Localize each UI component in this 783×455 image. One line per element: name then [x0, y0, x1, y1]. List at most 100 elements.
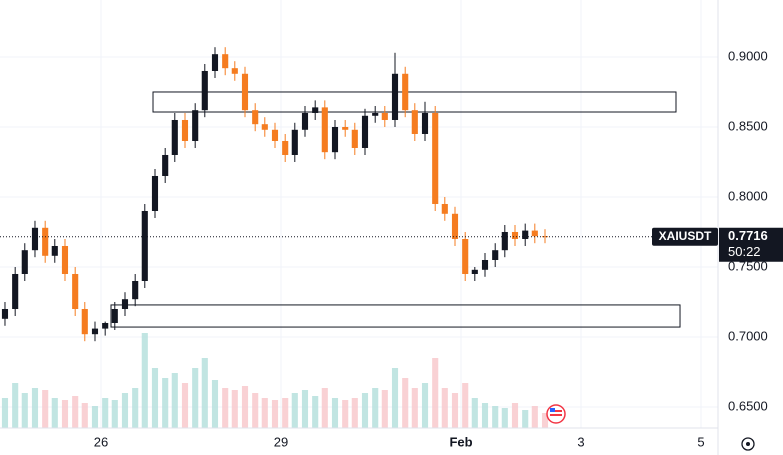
y-tick-label: 0.9000: [728, 48, 768, 63]
candle-body: [91, 328, 99, 335]
volume-bar: [271, 400, 279, 428]
flag-icon: [546, 404, 566, 424]
volume-bar: [321, 388, 328, 428]
volume-bar: [391, 368, 399, 428]
volume-bar: [342, 400, 349, 428]
candle-body: [441, 203, 448, 214]
volume-bar: [42, 390, 49, 428]
volume-bar: [372, 388, 379, 428]
candle-body: [162, 154, 169, 176]
x-tick-label: 3: [577, 434, 584, 449]
candle-body: [151, 175, 159, 211]
volume-bar: [282, 398, 289, 428]
candle-body: [402, 73, 409, 111]
candle-body: [192, 110, 199, 141]
countdown-label: 50:22: [728, 244, 761, 259]
candles: [1, 47, 549, 342]
candle-body: [61, 245, 69, 274]
volume-bar: [111, 400, 118, 428]
volume-bar: [381, 390, 388, 428]
candle-body: [201, 70, 208, 111]
volume-bar: [492, 406, 499, 428]
volume-bar: [51, 398, 58, 428]
candle-body: [211, 54, 219, 71]
volume-bar: [12, 383, 19, 428]
candle-body: [361, 115, 369, 148]
candle-body: [81, 308, 88, 335]
volume-bar: [471, 398, 478, 428]
volume-bar: [301, 390, 309, 428]
volume-bar: [361, 393, 369, 428]
candle-body: [301, 112, 309, 130]
candle-body: [132, 280, 139, 300]
volume-bar: [192, 368, 199, 428]
volume-bar: [132, 388, 139, 428]
volume-bar: [31, 388, 39, 428]
volume-bar: [501, 408, 508, 428]
candle-body: [421, 112, 429, 134]
y-tick-label: 0.6500: [728, 398, 768, 413]
candle-body: [381, 112, 388, 120]
volume-bar: [411, 388, 418, 428]
volume-bar: [481, 403, 489, 428]
candle-body: [42, 227, 49, 256]
candle-body: [231, 68, 238, 74]
volume-bar: [541, 413, 549, 428]
volume-bar: [531, 406, 538, 428]
volume-bar: [261, 398, 268, 428]
volume-bar: [171, 373, 178, 428]
candle-body: [501, 231, 508, 251]
volume-bar: [141, 333, 148, 428]
volume-bar: [61, 400, 69, 428]
volume-bar: [351, 398, 358, 428]
volume-bar: [331, 398, 339, 428]
candle-body: [1, 308, 9, 319]
candle-body: [522, 230, 529, 239]
candle-body: [31, 227, 39, 251]
candle-body: [321, 107, 328, 153]
volume-bar: [162, 378, 169, 428]
candle-body: [222, 54, 229, 69]
candle-body: [261, 124, 268, 130]
candle-body: [312, 107, 319, 113]
candle-body: [271, 129, 279, 141]
candle-body: [481, 259, 489, 270]
candle-body: [72, 273, 79, 309]
volume-bar: [151, 368, 159, 428]
volume-bar: [1, 398, 9, 428]
volume: [1, 333, 549, 428]
settings-icon[interactable]: [741, 437, 755, 451]
grid: [0, 0, 718, 428]
volume-bar: [21, 393, 28, 428]
volume-bar: [462, 383, 469, 428]
candle-body: [331, 126, 339, 153]
volume-bar: [441, 388, 448, 428]
last-price-label: 0.7716: [728, 228, 768, 243]
volume-bar: [241, 386, 249, 428]
volume-bar: [231, 390, 238, 428]
volume-bar: [402, 378, 409, 428]
candle-body: [241, 73, 249, 111]
volume-bar: [102, 398, 109, 428]
axes: 0.6500 0.7000 0.7500 0.8000 0.8500 0.9000 26 29…: [0, 48, 783, 449]
candle-body: [492, 250, 499, 260]
candle-body: [432, 112, 439, 204]
candle-body: [342, 126, 349, 130]
volume-bar: [81, 403, 88, 428]
x-tick-label: 5: [697, 434, 704, 449]
y-tick-label: 0.8500: [728, 118, 768, 133]
candle-body: [102, 322, 109, 329]
candle-body: [282, 140, 289, 155]
volume-bar: [421, 383, 429, 428]
y-tick-label: 0.8000: [728, 188, 768, 203]
volume-bar: [291, 393, 298, 428]
candle-body: [391, 73, 399, 120]
volume-bar: [72, 396, 79, 428]
y-tick-label: 0.7000: [728, 328, 768, 343]
x-tick-label: Feb: [449, 434, 472, 449]
volume-bar: [252, 393, 259, 428]
candle-body: [111, 308, 118, 323]
y-tick-label: 0.7500: [728, 258, 768, 273]
